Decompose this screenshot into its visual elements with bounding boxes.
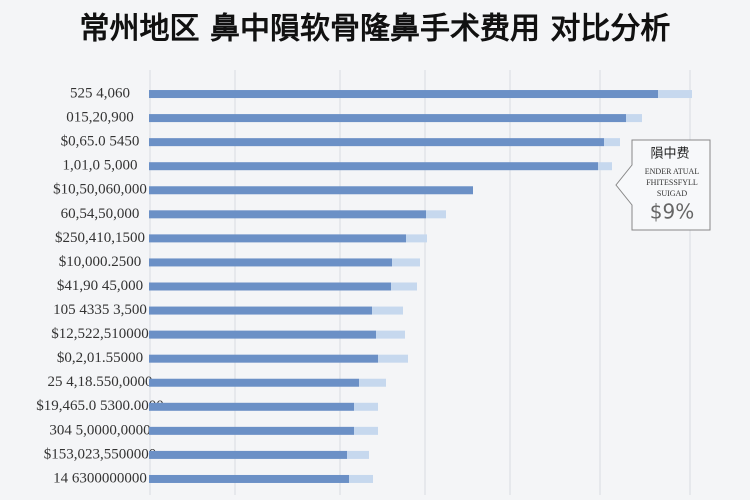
annotation-title: 隕中费 — [650, 147, 689, 162]
bar — [426, 210, 446, 219]
bar — [372, 306, 403, 315]
y-tick-label: 14 6300000000 — [53, 470, 147, 486]
y-tick-label: 25 4,18.550,0000 — [48, 374, 153, 390]
bar — [149, 90, 658, 99]
y-tick-label: $10,000.2500 — [59, 254, 142, 270]
y-tick-label: $153,023,5500000 — [44, 446, 157, 462]
y-tick-label: $19,465.0 5300.0000 — [36, 398, 164, 414]
bar — [149, 474, 349, 483]
bar — [149, 282, 391, 291]
annotation: 隕中费 ENDER ATUAL FHITESSFYLL SUIGAD $9% — [615, 139, 711, 231]
bar — [349, 474, 373, 483]
y-tick-label: $0,2,01.55000 — [57, 350, 143, 366]
bar — [149, 258, 392, 267]
annotation-line: ENDER ATUAL — [645, 167, 700, 176]
bar — [658, 90, 692, 99]
bar — [149, 378, 359, 387]
annotation-box — [615, 139, 711, 231]
bar — [149, 450, 347, 459]
bar — [378, 354, 408, 363]
bar — [149, 114, 626, 123]
bar — [149, 210, 426, 219]
bar — [406, 234, 427, 243]
bar — [376, 330, 405, 339]
y-tick-label: $10,50,060,000 — [53, 182, 147, 198]
annotation-line: SUIGAD — [657, 189, 687, 198]
bar — [149, 354, 378, 363]
y-tick-label: 015,20,900 — [66, 110, 134, 126]
bar — [598, 162, 612, 171]
chart-title: 常州地区 鼻中隕软骨隆鼻手术费用 对比分析 — [80, 12, 671, 47]
bar — [149, 138, 604, 147]
bar — [604, 138, 620, 147]
y-tick-label: 60,54,50,000 — [61, 206, 140, 222]
y-tick-label: $41,90 45,000 — [57, 278, 143, 294]
bar — [149, 234, 406, 243]
bar — [626, 114, 642, 123]
y-tick-label: $12,522,510000 — [51, 326, 149, 342]
annotation-value: $9% — [650, 200, 694, 224]
bar — [391, 282, 417, 291]
bar — [149, 402, 354, 411]
bar — [149, 426, 354, 435]
annotation-line: FHITESSFYLL — [646, 178, 698, 187]
y-tick-label: $250,410,1500 — [55, 230, 145, 246]
bar — [149, 186, 473, 195]
y-tick-label: $0,65.0 5450 — [61, 134, 140, 150]
bar — [149, 330, 376, 339]
y-tick-label: 1,01,0 5,000 — [63, 158, 138, 174]
bar — [392, 258, 420, 267]
bar — [354, 426, 378, 435]
bar — [149, 306, 372, 315]
bar — [149, 162, 598, 171]
bar — [359, 378, 386, 387]
y-tick-label: 525 4,060 — [70, 85, 130, 101]
bar — [347, 450, 369, 459]
y-tick-label: 304 5,0000,0000 — [49, 422, 150, 438]
y-tick-label: 105 4335 3,500 — [53, 302, 147, 318]
bar — [354, 402, 378, 411]
